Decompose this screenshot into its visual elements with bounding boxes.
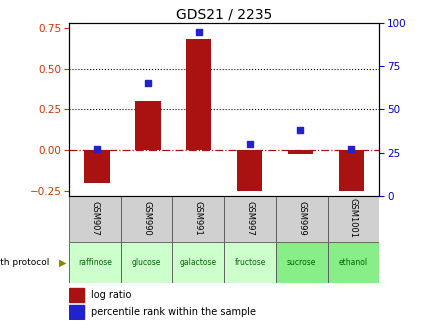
Text: sucrose: sucrose xyxy=(286,258,316,267)
Bar xyxy=(224,242,275,283)
Bar xyxy=(185,39,211,150)
Text: GSM991: GSM991 xyxy=(194,201,202,235)
Bar xyxy=(120,242,172,283)
Text: GSM990: GSM990 xyxy=(142,201,150,235)
Bar xyxy=(172,196,224,242)
Bar xyxy=(120,196,172,242)
Bar xyxy=(275,242,327,283)
Point xyxy=(144,81,151,86)
Title: GDS21 / 2235: GDS21 / 2235 xyxy=(175,8,272,22)
Text: glucose: glucose xyxy=(132,258,161,267)
Bar xyxy=(224,196,275,242)
Text: raffinose: raffinose xyxy=(78,258,111,267)
Bar xyxy=(135,101,160,150)
Text: GSM997: GSM997 xyxy=(245,201,254,235)
Bar xyxy=(69,196,120,242)
Point xyxy=(195,29,202,34)
Point xyxy=(93,147,100,152)
Text: ▶: ▶ xyxy=(59,257,66,267)
Text: log ratio: log ratio xyxy=(90,290,131,300)
Text: fructose: fructose xyxy=(234,258,265,267)
Text: GSM1001: GSM1001 xyxy=(348,198,357,238)
Point xyxy=(296,128,303,133)
Text: GSM999: GSM999 xyxy=(297,201,305,235)
Bar xyxy=(69,288,84,301)
Point xyxy=(246,142,252,147)
Bar xyxy=(338,150,363,191)
Bar xyxy=(69,305,84,318)
Bar xyxy=(287,150,313,154)
Bar xyxy=(84,150,109,183)
Bar xyxy=(172,242,224,283)
Bar xyxy=(237,150,262,191)
Text: percentile rank within the sample: percentile rank within the sample xyxy=(90,307,255,317)
Bar xyxy=(275,196,327,242)
Text: GSM907: GSM907 xyxy=(90,201,99,235)
Text: growth protocol: growth protocol xyxy=(0,258,49,267)
Text: galactose: galactose xyxy=(179,258,216,267)
Text: ethanol: ethanol xyxy=(338,258,367,267)
Bar xyxy=(327,242,378,283)
Bar xyxy=(327,196,378,242)
Bar xyxy=(69,242,120,283)
Point xyxy=(347,147,354,152)
